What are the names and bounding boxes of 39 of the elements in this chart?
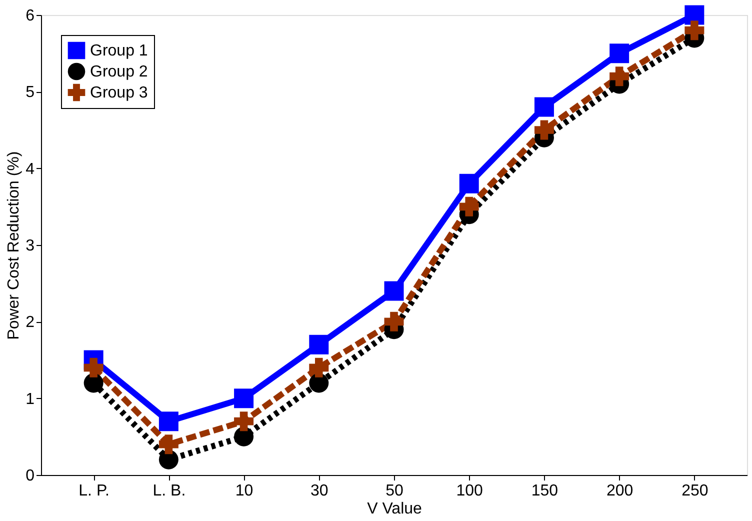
legend-label: Group 2 [90, 64, 148, 80]
point [158, 412, 178, 432]
point [234, 388, 254, 408]
y-tick-label: 5 [26, 84, 35, 102]
point [610, 66, 630, 86]
point [234, 412, 254, 432]
point [158, 450, 178, 470]
point [534, 97, 554, 117]
point [234, 426, 254, 446]
y-tick-label: 4 [26, 160, 35, 178]
x-tick-label: 150 [531, 482, 558, 500]
point [384, 312, 404, 332]
x-tick-label: 30 [310, 482, 328, 500]
x-tick-label: 10 [235, 482, 254, 500]
y-tick-label: 3 [26, 238, 35, 254]
x-tick-label: L. B. [152, 482, 186, 500]
y-tick-label: 6 [26, 8, 35, 24]
point [534, 120, 554, 140]
legend-label: Group 1 [90, 42, 148, 60]
x-tick-label: 100 [456, 482, 484, 500]
x-tick-label: 50 [386, 482, 404, 500]
y-axis-title: Power Cost Reduction (%) [6, 151, 23, 340]
x-tick-label: 250 [682, 482, 708, 500]
point [158, 434, 178, 454]
point [459, 196, 479, 216]
y-tick-label: 0 [26, 468, 35, 484]
y-tick-label: 2 [26, 314, 35, 332]
point [610, 44, 630, 64]
point [384, 281, 404, 301]
x-axis-title: V Value [367, 500, 422, 518]
point [309, 358, 329, 378]
point [684, 20, 704, 40]
x-tick-label: L. P. [78, 482, 110, 500]
point [309, 334, 329, 354]
x-tick-label: 200 [606, 482, 634, 500]
point [459, 174, 479, 194]
y-tick-label: 1 [26, 390, 35, 408]
point [84, 358, 104, 378]
legend-label: Group 3 [90, 84, 148, 102]
